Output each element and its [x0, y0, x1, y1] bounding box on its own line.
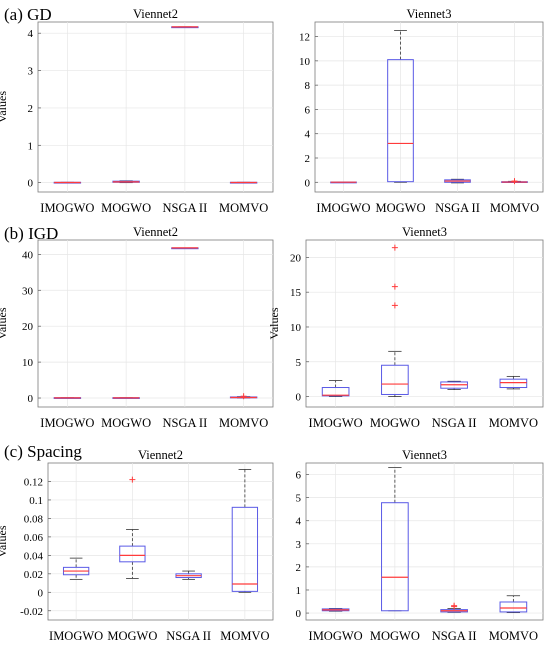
- y-axis-label: Values: [0, 525, 9, 557]
- y-tick-label: 0.1: [29, 495, 43, 507]
- y-tick-label: 10: [299, 56, 311, 68]
- y-tick-label: 0.02: [24, 569, 43, 581]
- y-tick-label: 0.04: [24, 550, 44, 562]
- x-tick-label: MOGWO: [101, 201, 151, 215]
- y-tick-label: 3: [28, 66, 34, 78]
- y-tick-label: 10: [22, 357, 34, 369]
- x-tick-label: MOMVO: [219, 201, 268, 215]
- y-tick-label: 6: [305, 104, 311, 116]
- x-tick-label: IMOGWO: [316, 201, 370, 215]
- box-momvo: [499, 601, 528, 613]
- x-tick-label: MOGWO: [370, 629, 420, 643]
- plot-frame: [305, 239, 544, 408]
- y-tick-label: 0.06: [24, 532, 44, 544]
- y-tick-label: 12: [299, 32, 310, 44]
- box-mogwo: [119, 545, 146, 563]
- y-tick-label: 20: [22, 321, 34, 333]
- box-mogwo: [381, 364, 409, 395]
- plot-frame: [37, 239, 274, 408]
- box-momvo: [231, 506, 259, 592]
- x-tick-label: NSGA II: [432, 629, 477, 643]
- box-mogwo: [381, 502, 409, 612]
- x-tick-label: MOMVO: [219, 416, 268, 430]
- y-tick-label: 6: [296, 470, 302, 482]
- chart-title: Viennet2: [133, 7, 178, 21]
- y-tick-label: 0.08: [24, 513, 44, 525]
- y-tick-label: 0: [296, 608, 302, 620]
- x-tick-label: IMOGWO: [49, 629, 103, 643]
- panel-label-gd: (a) GD: [4, 5, 52, 24]
- x-tick-label: NSGA II: [435, 201, 480, 215]
- x-tick-label: MOMVO: [490, 201, 539, 215]
- y-tick-label: 0: [28, 178, 34, 190]
- chart-title: Viennet3: [402, 225, 447, 239]
- plot-frame: [37, 21, 274, 193]
- y-tick-label: 2: [305, 153, 311, 165]
- chart-title: Viennet2: [133, 225, 178, 239]
- chart-title: Viennet3: [402, 448, 447, 462]
- x-tick-label: IMOGWO: [40, 201, 94, 215]
- plot-frame: [47, 462, 274, 621]
- x-tick-label: MOMVO: [220, 629, 269, 643]
- y-tick-label: 1: [28, 140, 34, 152]
- y-tick-label: 15: [290, 287, 302, 299]
- plot-frame: [305, 462, 544, 621]
- panel-label-spacing: (c) Spacing: [4, 442, 82, 461]
- y-tick-label: 5: [296, 493, 302, 505]
- panel-label-igd: (b) IGD: [4, 224, 59, 243]
- x-tick-label: IMOGWO: [309, 629, 363, 643]
- x-tick-label: MOGWO: [370, 416, 420, 430]
- y-tick-label: 40: [22, 249, 34, 261]
- y-tick-label: 0: [28, 393, 34, 405]
- y-tick-label: 4: [28, 28, 34, 40]
- x-tick-label: MOGWO: [107, 629, 157, 643]
- y-axis-label: Values: [267, 307, 281, 339]
- box-imogwo: [321, 387, 350, 397]
- y-axis-label: Values: [0, 307, 9, 339]
- y-tick-label: 0: [305, 177, 311, 189]
- chart-title: Viennet2: [138, 448, 183, 462]
- x-tick-label: NSGA II: [162, 416, 207, 430]
- y-tick-label: 0: [38, 587, 44, 599]
- y-tick-label: 5: [296, 357, 302, 369]
- chart-title: Viennet3: [406, 7, 451, 21]
- box-mogwo: [387, 59, 414, 183]
- y-tick-label: 4: [296, 516, 302, 528]
- y-tick-label: 3: [296, 539, 302, 551]
- x-tick-label: IMOGWO: [40, 416, 94, 430]
- x-tick-label: NSGA II: [432, 416, 477, 430]
- x-tick-label: MOMVO: [489, 629, 538, 643]
- x-tick-label: NSGA II: [166, 629, 211, 643]
- y-tick-label: 10: [290, 322, 302, 334]
- x-tick-label: MOMVO: [489, 416, 538, 430]
- y-tick-label: 2: [28, 103, 34, 115]
- x-tick-label: MOGWO: [376, 201, 426, 215]
- x-tick-label: NSGA II: [162, 201, 207, 215]
- y-tick-label: 2: [296, 562, 302, 574]
- y-axis-label: Values: [0, 91, 9, 123]
- y-tick-label: 1: [296, 585, 302, 597]
- x-tick-label: MOGWO: [101, 416, 151, 430]
- y-tick-label: 0: [296, 392, 302, 404]
- y-tick-label: 30: [22, 285, 34, 297]
- y-tick-label: 0.12: [24, 476, 43, 488]
- y-tick-label: 20: [290, 252, 302, 264]
- x-tick-label: IMOGWO: [309, 416, 363, 430]
- plot-frame: [314, 21, 544, 193]
- box-momvo: [499, 378, 528, 389]
- y-tick-label: 4: [305, 129, 311, 141]
- y-tick-label: 8: [305, 80, 311, 92]
- y-tick-label: -0.02: [20, 606, 43, 618]
